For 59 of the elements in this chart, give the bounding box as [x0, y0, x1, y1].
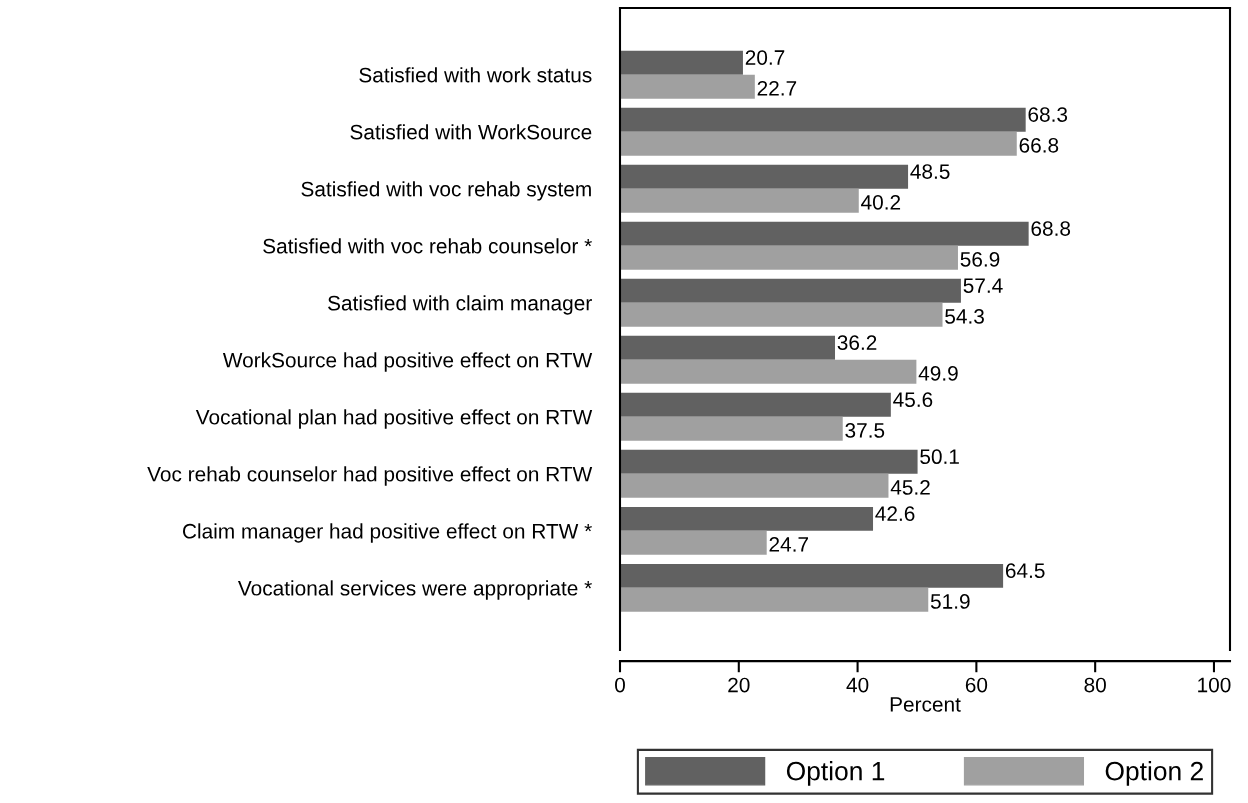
y-tick-label: Vocational plan had positive effect on RTW	[195, 409, 593, 429]
data-label: 45.2	[890, 480, 930, 495]
x-tick-label: 80	[1084, 677, 1106, 693]
y-tick-label: Voc rehab counselor had positive effect on RTW	[147, 466, 593, 486]
data-label: 37.5	[845, 423, 885, 438]
bar	[620, 245, 958, 270]
bar	[620, 530, 767, 555]
bar	[620, 335, 836, 360]
bar	[620, 164, 909, 189]
y-tick-label: Vocational services were appropriate *	[237, 580, 592, 600]
bar	[620, 359, 917, 384]
bar	[620, 392, 891, 417]
bar	[620, 587, 929, 612]
data-label: 54.3	[945, 309, 984, 324]
x-tick-label: 60	[965, 677, 988, 693]
data-label: 51.9	[930, 594, 970, 609]
data-label: 40.2	[861, 194, 901, 210]
data-label: 42.6	[875, 506, 915, 522]
x-tick-label: 0	[615, 677, 625, 693]
y-tick-label: Satisfied with WorkSource	[350, 124, 592, 140]
data-label: 22.7	[757, 80, 797, 96]
data-label: 36.2	[837, 335, 877, 350]
data-label: 48.5	[910, 164, 950, 179]
y-tick-label: Satisfied with voc rehab system	[301, 181, 591, 201]
data-label: 57.4	[963, 278, 1003, 293]
bar	[620, 416, 843, 441]
y-tick-label: Satisfied with voc rehab counselor *	[263, 238, 592, 254]
bar	[620, 302, 943, 327]
bar	[620, 131, 1017, 156]
data-label: 64.5	[1005, 563, 1045, 579]
bar	[620, 449, 918, 474]
bar	[620, 563, 1004, 588]
data-label: 66.8	[1019, 137, 1059, 153]
data-label: 20.7	[745, 50, 785, 65]
data-label: 68.8	[1031, 221, 1071, 236]
data-label: 50.1	[920, 449, 959, 465]
bar	[620, 221, 1029, 246]
data-label: 49.9	[918, 366, 958, 381]
y-tick-label: Satisfied with claim manager	[328, 295, 592, 315]
bar	[620, 107, 1026, 132]
y-tick-label: Claim manager had positive effect on RTW *	[182, 523, 592, 543]
bar	[620, 50, 743, 75]
bar	[620, 278, 961, 303]
x-tick-label: 100	[1198, 677, 1231, 693]
x-tick-label: 40	[846, 677, 869, 693]
data-label: 56.9	[960, 251, 1000, 267]
legend-label: Option 2	[1105, 761, 1203, 786]
y-tick-label: Satisfied with work status	[359, 67, 592, 83]
bar	[620, 74, 755, 99]
legend-label: Option 1	[786, 761, 885, 786]
bar	[620, 506, 874, 531]
data-label: 68.3	[1028, 107, 1068, 122]
data-label: 24.7	[769, 537, 808, 552]
x-tick-label: 20	[728, 677, 750, 693]
y-tick-label: WorkSource had positive effect on RTW	[222, 352, 593, 372]
x-axis-title: Percent	[890, 697, 961, 712]
bar	[620, 188, 859, 213]
bar	[620, 473, 889, 498]
data-label: 45.6	[893, 392, 933, 407]
